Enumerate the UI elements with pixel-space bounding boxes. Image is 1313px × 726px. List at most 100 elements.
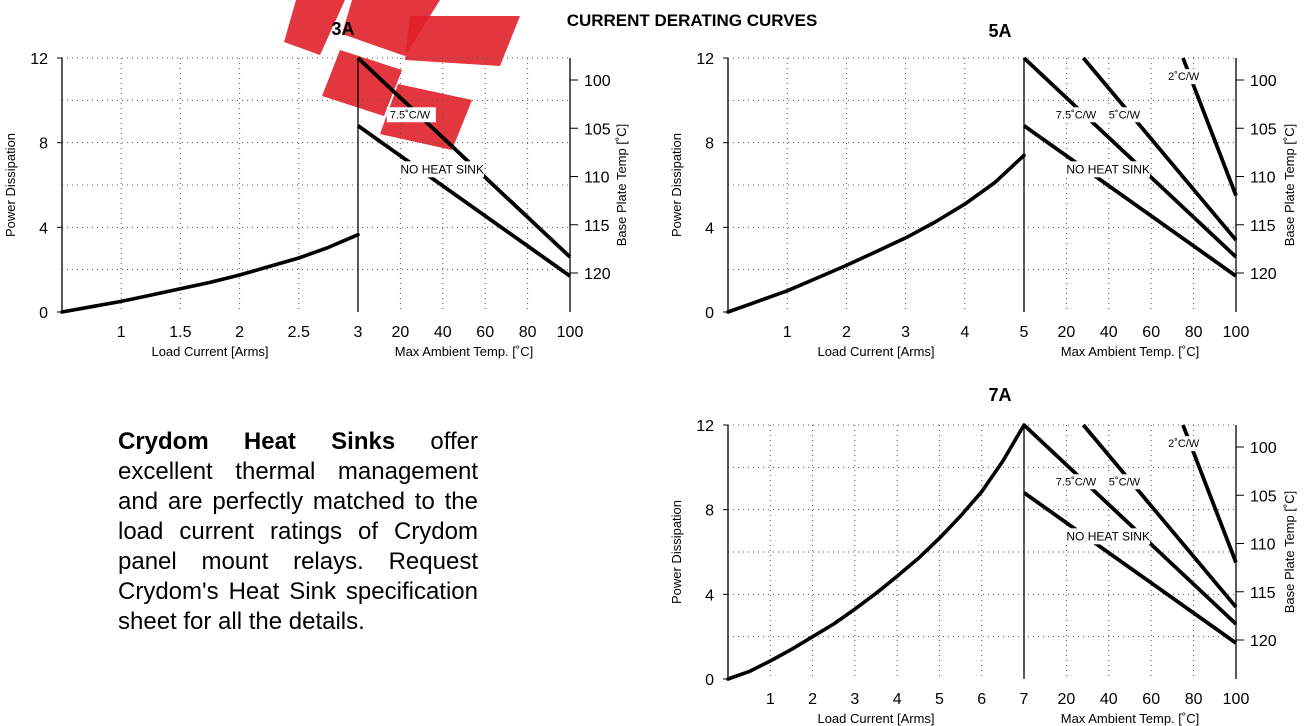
label-backing: [1105, 107, 1143, 123]
label-backing: [397, 161, 485, 178]
label-backing: [1165, 436, 1202, 452]
chart-title: 3A: [331, 19, 354, 39]
x-tick-label: 3: [354, 324, 363, 341]
series-label: NO HEAT SINK: [1066, 529, 1150, 543]
load-current-curve: [726, 153, 1026, 314]
x2-tick-label: 100: [1223, 324, 1250, 341]
y2-tick-label: 115: [1250, 585, 1276, 602]
label-backing: [1063, 528, 1151, 545]
y-tick-label: 0: [39, 305, 48, 322]
series-label: 2˚C/W: [1168, 71, 1200, 83]
x2-tick-label: 100: [1223, 691, 1250, 708]
y2-axis-label: Base Plate Temp [˚C]: [1282, 124, 1297, 247]
chart-title: 5A: [988, 21, 1011, 41]
x-tick-label: 3: [850, 691, 859, 708]
y2-axis-label: Base Plate Temp [˚C]: [614, 124, 629, 247]
x2-tick-label: 40: [1100, 324, 1118, 341]
label-backing: [1052, 107, 1102, 123]
x-tick-label: 2: [842, 324, 851, 341]
series-label: 7.5˚C/W: [390, 109, 431, 121]
y2-tick-label: 110: [1250, 537, 1276, 554]
x2-tick-label: 20: [1058, 324, 1076, 341]
label-backing: [1105, 474, 1143, 490]
x-tick-label: 3: [901, 324, 910, 341]
x-axis-label: Load Current [Arms]: [817, 344, 934, 359]
watermark-bar-1: [284, 0, 345, 55]
blurb-lead: Crydom Heat Sinks: [118, 428, 396, 455]
x-tick-label: 5: [935, 691, 944, 708]
x-tick-label: 1: [117, 324, 126, 341]
series-label: NO HEAT SINK: [1066, 162, 1150, 176]
y2-tick-label: 100: [584, 73, 611, 90]
blurb-body: offer excellent thermal management and a…: [118, 428, 478, 635]
y2-tick-label: 110: [1250, 170, 1276, 187]
x2-tick-label: 100: [557, 324, 584, 341]
derating-line: [1081, 56, 1238, 242]
y-tick-label: 4: [39, 220, 48, 237]
x-tick-label: 7: [1020, 691, 1029, 708]
x-tick-label: 4: [893, 691, 902, 708]
x-tick-label: 2.5: [288, 324, 310, 341]
y2-tick-label: 105: [584, 121, 611, 138]
y2-tick-label: 105: [1250, 488, 1277, 505]
y2-tick-label: 120: [1250, 266, 1277, 283]
x2-tick-label: 20: [392, 324, 410, 341]
y-axis-label: Power Dissipation: [669, 133, 684, 237]
series-label: 7.5˚C/W: [1056, 476, 1097, 488]
x2-tick-label: 80: [1185, 324, 1203, 341]
derating-line: [356, 56, 572, 259]
watermark-bar-2: [342, 0, 440, 56]
y-tick-label: 4: [705, 587, 714, 604]
label-backing: [1052, 474, 1102, 490]
x2-axis-label: Max Ambient Temp. [˚C]: [395, 344, 533, 359]
watermark-bar-4: [405, 16, 520, 66]
x2-tick-label: 60: [1142, 691, 1160, 708]
x-tick-label: 1: [783, 324, 792, 341]
x-tick-label: 1: [766, 691, 775, 708]
y-tick-label: 8: [705, 136, 714, 153]
x-axis-label: Load Current [Arms]: [817, 711, 934, 726]
label-backing: [1063, 161, 1151, 178]
y-tick-label: 0: [705, 305, 714, 322]
x2-axis-label: Max Ambient Temp. [˚C]: [1061, 344, 1199, 359]
derating-line: [1081, 423, 1238, 609]
watermark-bar-3: [322, 50, 402, 116]
y-tick-label: 12: [696, 418, 714, 435]
y2-axis-label: Base Plate Temp [˚C]: [1282, 491, 1297, 614]
y-tick-label: 12: [696, 51, 714, 68]
derating-line: [1022, 56, 1238, 259]
chart-1: 3A 0 4 8 12 100 105 110 115 120 1 1.5 2 2.5 3 20 40 60 80 1…: [3, 19, 629, 359]
derating-line: [1022, 491, 1238, 645]
derating-line: [1022, 124, 1238, 278]
series-label: 7.5˚C/W: [1056, 109, 1097, 121]
x-tick-label: 1.5: [169, 324, 191, 341]
derating-line: [356, 124, 572, 278]
x2-axis-label: Max Ambient Temp. [˚C]: [1061, 711, 1199, 726]
x-axis-label: Load Current [Arms]: [151, 344, 268, 359]
y-axis-label: Power Dissipation: [669, 500, 684, 604]
x-tick-label: 2: [808, 691, 817, 708]
y-axis-label: Power Dissipation: [3, 133, 18, 237]
x-tick-label: 4: [960, 324, 969, 341]
x-tick-label: 2: [235, 324, 244, 341]
y2-tick-label: 100: [1250, 440, 1277, 457]
y2-tick-label: 100: [1250, 73, 1277, 90]
series-label: NO HEAT SINK: [400, 162, 484, 176]
x2-tick-label: 40: [434, 324, 452, 341]
load-current-curve: [726, 423, 1026, 681]
y-tick-label: 4: [705, 220, 714, 237]
y2-tick-label: 120: [584, 266, 611, 283]
y2-tick-label: 115: [584, 218, 610, 235]
y-tick-label: 8: [39, 136, 48, 153]
y-tick-label: 8: [705, 503, 714, 520]
series-label: 2˚C/W: [1168, 438, 1200, 450]
x2-tick-label: 60: [476, 324, 494, 341]
series-label: 5˚C/W: [1109, 109, 1141, 121]
heat-sink-blurb: Crydom Heat Sinks offer excellent therma…: [118, 427, 478, 637]
chart-title: 7A: [988, 385, 1011, 405]
x-tick-label: 5: [1020, 324, 1029, 341]
y2-tick-label: 115: [1250, 218, 1276, 235]
x2-tick-label: 80: [519, 324, 537, 341]
